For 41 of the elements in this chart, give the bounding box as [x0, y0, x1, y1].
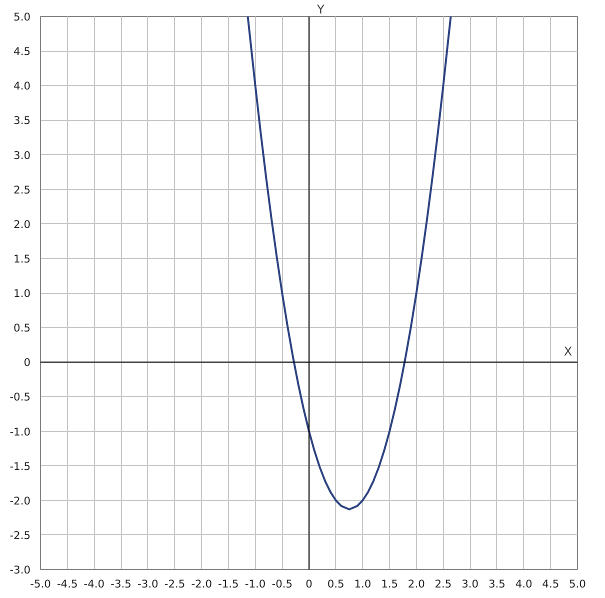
y-axis-title: Y: [316, 2, 325, 16]
x-tick-label: -2.0: [191, 578, 212, 590]
y-tick-label: 1.5: [14, 252, 31, 266]
y-tick-label: -2.0: [10, 494, 31, 508]
y-tick-label: 2.5: [14, 183, 31, 196]
x-tick-label: 4.0: [515, 578, 532, 590]
y-tick-label: -1.0: [10, 425, 31, 438]
x-tick-label: -4.5: [56, 578, 78, 590]
x-tick-label: -5.0: [30, 578, 52, 590]
y-tick-label: 3.0: [14, 148, 31, 162]
x-tick-label: 3.0: [462, 578, 479, 590]
y-tick-label: 4.0: [14, 80, 31, 93]
x-tick-label: 2.0: [408, 578, 426, 590]
x-tick-label: 2.5: [434, 578, 452, 590]
x-tick-label: -0.5: [272, 578, 293, 590]
x-tick-label: -3.0: [138, 578, 159, 590]
x-axis-title: X: [564, 344, 572, 359]
x-tick-label: 0.5: [327, 578, 344, 590]
x-tick-label: -4.0: [84, 578, 105, 590]
x-tick-label: 4.5: [542, 578, 560, 590]
y-tick-label: -0.5: [10, 390, 31, 404]
y-tick-label: 3.5: [14, 114, 31, 128]
x-tick-label: -2.5: [164, 578, 186, 590]
y-tick-label: 4.5: [14, 45, 31, 58]
y-tick-label: 1.0: [14, 287, 31, 300]
x-tick-label: 1.0: [354, 578, 372, 590]
x-tick-label: -1.0: [244, 578, 266, 590]
y-tick-label: 0.5: [14, 322, 31, 335]
x-tick-label: -3.5: [110, 578, 132, 590]
x-tick-label: -1.5: [218, 578, 239, 590]
y-tick-label: 2.0: [14, 218, 31, 231]
y-tick-label: 5.0: [14, 10, 31, 24]
y-tick-label: 0: [24, 356, 31, 370]
y-tick-label: -2.5: [10, 528, 31, 542]
line-series: [246, 16, 452, 510]
x-tick-label: 3.5: [488, 578, 506, 590]
x-tick-label: 0: [306, 578, 313, 590]
y-tick-label: -1.5: [10, 460, 31, 473]
x-tick-label: 5.0: [569, 578, 586, 590]
x-tick-label: 1.5: [381, 578, 398, 590]
y-tick-label: -3.0: [10, 564, 31, 576]
